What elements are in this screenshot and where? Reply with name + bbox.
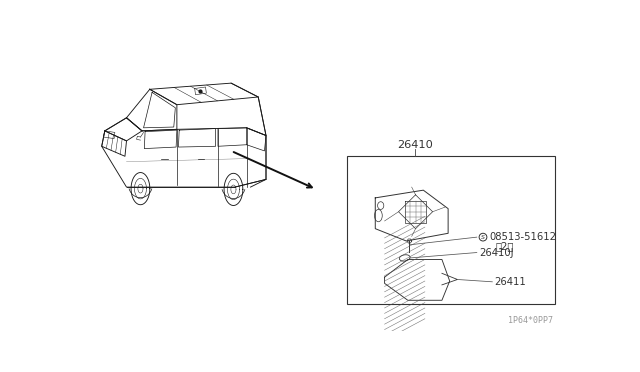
Text: 1P64*0PP7: 1P64*0PP7 — [508, 316, 553, 325]
Text: （2）: （2） — [495, 241, 514, 251]
Text: S: S — [481, 235, 485, 240]
Text: 26411: 26411 — [495, 277, 526, 287]
Bar — [348, 156, 555, 304]
Text: 26410: 26410 — [397, 140, 433, 150]
Text: 26410J: 26410J — [479, 247, 514, 257]
Text: 08513-51612: 08513-51612 — [489, 232, 556, 242]
